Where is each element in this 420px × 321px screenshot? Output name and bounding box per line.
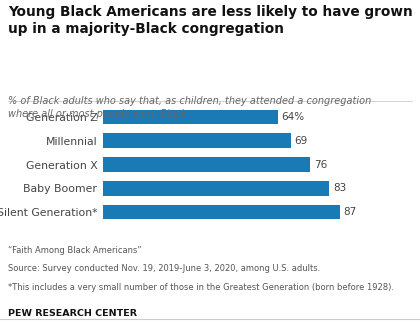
Text: 69: 69 bbox=[294, 136, 308, 146]
Bar bbox=[103, 157, 310, 172]
Bar bbox=[103, 181, 330, 195]
Text: “Faith Among Black Americans”: “Faith Among Black Americans” bbox=[8, 246, 142, 255]
Bar bbox=[103, 109, 278, 124]
Bar bbox=[103, 134, 291, 148]
Text: % of Black adults who say that, as children, they attended a congregation
where : % of Black adults who say that, as child… bbox=[8, 96, 372, 119]
Text: 87: 87 bbox=[344, 207, 357, 217]
Text: 83: 83 bbox=[333, 183, 346, 193]
Bar bbox=[103, 205, 341, 220]
Text: Source: Survey conducted Nov. 19, 2019-June 3, 2020, among U.S. adults.: Source: Survey conducted Nov. 19, 2019-J… bbox=[8, 264, 320, 273]
Text: *This includes a very small number of those in the Greatest Generation (born bef: *This includes a very small number of th… bbox=[8, 283, 394, 292]
Text: 76: 76 bbox=[314, 160, 327, 169]
Text: Young Black Americans are less likely to have grown
up in a majority-Black congr: Young Black Americans are less likely to… bbox=[8, 5, 413, 36]
Text: 64%: 64% bbox=[281, 112, 304, 122]
Text: PEW RESEARCH CENTER: PEW RESEARCH CENTER bbox=[8, 309, 137, 318]
